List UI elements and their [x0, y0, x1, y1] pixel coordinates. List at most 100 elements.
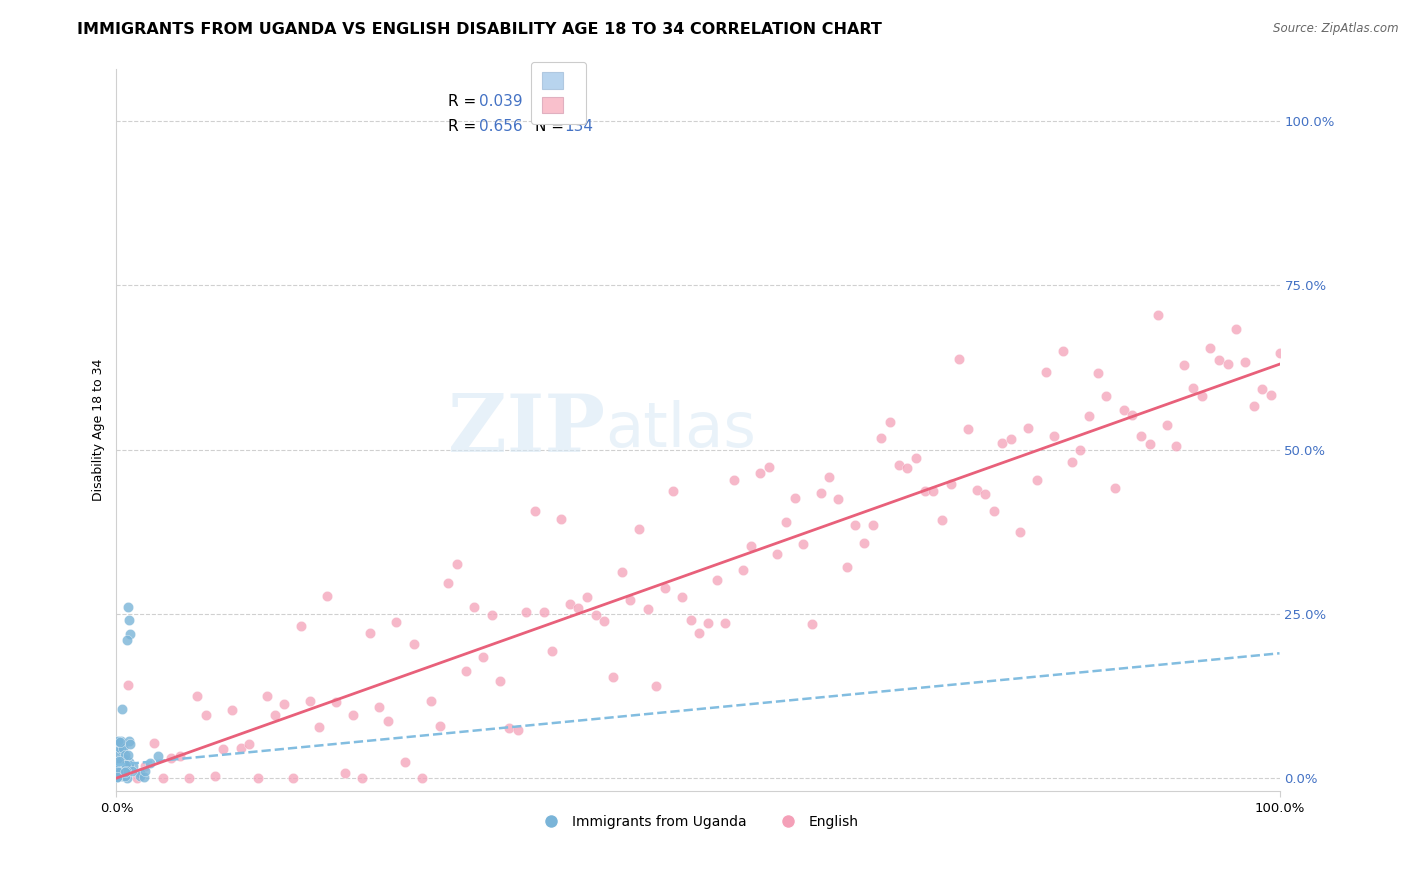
Point	[290, 618, 312, 632]
Point	[114, 748, 136, 763]
Y-axis label: Disability Age 18 to 34: Disability Age 18 to 34	[93, 359, 105, 501]
Point	[966, 483, 988, 497]
Point	[1060, 455, 1083, 469]
Point	[186, 689, 208, 703]
Point	[118, 734, 141, 748]
Point	[896, 460, 918, 475]
Point	[112, 769, 135, 783]
Point	[550, 512, 572, 526]
Point	[593, 614, 616, 628]
Point	[246, 771, 269, 785]
Point	[766, 547, 789, 561]
Point	[619, 593, 641, 607]
Point	[110, 766, 132, 780]
Point	[610, 565, 633, 579]
Point	[679, 614, 702, 628]
Point	[575, 591, 598, 605]
Point	[115, 771, 138, 785]
Text: 134: 134	[564, 119, 593, 134]
Point	[429, 719, 451, 733]
Point	[160, 751, 183, 765]
Text: R =: R =	[449, 94, 481, 109]
Point	[446, 557, 468, 571]
Point	[1017, 421, 1039, 435]
Point	[498, 721, 520, 735]
Point	[114, 757, 136, 772]
Point	[1181, 381, 1204, 395]
Point	[723, 473, 745, 487]
Point	[1095, 389, 1118, 403]
Point	[939, 477, 962, 491]
Point	[801, 617, 824, 632]
Point	[956, 422, 979, 436]
Point	[110, 742, 132, 756]
Point	[152, 771, 174, 785]
Point	[105, 761, 128, 775]
Point	[118, 758, 141, 772]
Point	[110, 768, 132, 782]
Point	[238, 737, 260, 751]
Point	[368, 699, 391, 714]
Point	[107, 746, 129, 760]
Point	[472, 650, 495, 665]
Point	[1035, 365, 1057, 379]
Point	[827, 492, 849, 507]
Point	[411, 771, 433, 785]
Point	[342, 708, 364, 723]
Point	[333, 766, 356, 780]
Point	[948, 352, 970, 367]
Point	[758, 459, 780, 474]
Point	[1078, 409, 1101, 424]
Point	[264, 708, 287, 723]
Point	[1139, 437, 1161, 451]
Point	[810, 486, 832, 500]
Point	[1225, 322, 1247, 336]
Point	[983, 504, 1005, 518]
Point	[325, 695, 347, 709]
Point	[931, 513, 953, 527]
Point	[115, 757, 138, 772]
Point	[1008, 525, 1031, 540]
Point	[111, 762, 134, 776]
Point	[1268, 346, 1291, 360]
Point	[1052, 343, 1074, 358]
Point	[108, 735, 131, 749]
Point	[108, 743, 131, 757]
Text: 0.656: 0.656	[479, 119, 523, 134]
Point	[139, 756, 162, 771]
Point	[169, 748, 191, 763]
Point	[1191, 389, 1213, 403]
Point	[204, 769, 226, 783]
Point	[125, 771, 148, 785]
Point	[506, 723, 529, 738]
Point	[844, 518, 866, 533]
Point	[1130, 429, 1153, 443]
Point	[212, 742, 235, 756]
Point	[904, 450, 927, 465]
Point	[112, 752, 135, 766]
Point	[256, 689, 278, 703]
Point	[714, 616, 737, 631]
Point	[437, 576, 460, 591]
Point	[706, 573, 728, 587]
Point	[1112, 403, 1135, 417]
Point	[110, 761, 132, 775]
Point	[108, 764, 131, 779]
Point	[489, 674, 512, 689]
Point	[107, 766, 129, 780]
Point	[1147, 309, 1170, 323]
Point	[1156, 417, 1178, 432]
Point	[118, 755, 141, 769]
Point	[107, 764, 129, 779]
Point	[879, 416, 901, 430]
Point	[463, 599, 485, 614]
Text: IMMIGRANTS FROM UGANDA VS ENGLISH DISABILITY AGE 18 TO 34 CORRELATION CHART: IMMIGRANTS FROM UGANDA VS ENGLISH DISABI…	[77, 22, 882, 37]
Point	[128, 765, 150, 780]
Point	[107, 755, 129, 769]
Point	[114, 769, 136, 783]
Point	[121, 764, 143, 778]
Point	[110, 734, 132, 748]
Point	[121, 759, 143, 773]
Point	[541, 643, 564, 657]
Text: ZIP: ZIP	[449, 391, 605, 469]
